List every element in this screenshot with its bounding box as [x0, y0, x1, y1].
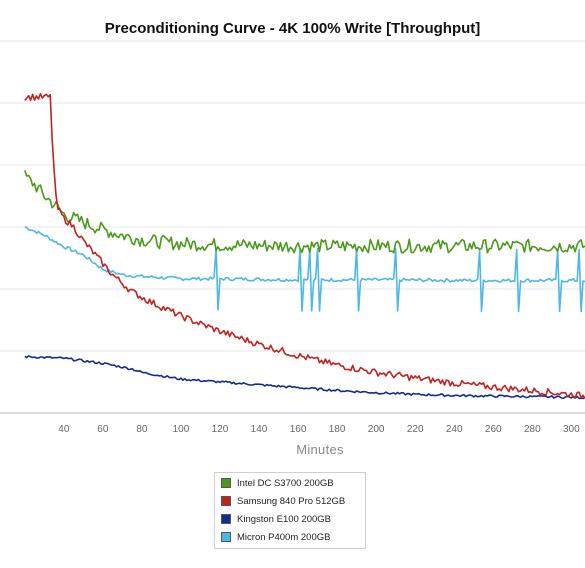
- x-tick-label: 260: [485, 424, 502, 435]
- series-line-micron-p400m-200gb: [24, 226, 585, 313]
- legend: Intel DC S3700 200GB Samsung 840 Pro 512G…: [214, 472, 366, 549]
- x-tick-label: 180: [329, 424, 346, 435]
- legend-swatch: [221, 478, 231, 488]
- legend-label: Kingston E100 200GB: [237, 513, 332, 525]
- x-tick-label: 160: [290, 424, 307, 435]
- legend-label: Intel DC S3700 200GB: [237, 477, 334, 489]
- legend-item: Kingston E100 200GB: [215, 510, 365, 528]
- series-line-samsung-840-pro-512gb: [24, 93, 585, 399]
- legend-label: Micron P400m 200GB: [237, 531, 331, 543]
- x-tick-label: 40: [58, 424, 70, 435]
- x-tick-label: 280: [524, 424, 541, 435]
- x-tick-label: 200: [368, 424, 385, 435]
- legend-swatch: [221, 496, 231, 506]
- x-tick-labels: 40 60 80 100 120 140 160 180 200 220 240 260 280 300: [58, 424, 580, 435]
- x-tick-label: 80: [136, 424, 148, 435]
- chart-title: Preconditioning Curve - 4K 100% Write [T…: [104, 20, 481, 37]
- x-tick-label: 240: [446, 424, 463, 435]
- x-tick-label: 220: [407, 424, 424, 435]
- gridlines: [0, 40, 585, 414]
- x-tick-label: 120: [212, 424, 229, 435]
- x-tick-label: 60: [97, 424, 109, 435]
- legend-item: Intel DC S3700 200GB: [215, 474, 365, 492]
- series-line-kingston-e100-200gb: [24, 355, 585, 400]
- legend-item: Micron P400m 200GB: [215, 528, 365, 546]
- legend-swatch: [221, 514, 231, 524]
- series-lines: [24, 93, 585, 400]
- x-axis-label: Minutes: [296, 442, 344, 457]
- series-line-intel-dc-s3700-200gb: [24, 170, 585, 254]
- legend-label: Samsung 840 Pro 512GB: [237, 495, 346, 507]
- legend-item: Samsung 840 Pro 512GB: [215, 492, 365, 510]
- legend-swatch: [221, 532, 231, 542]
- x-tick-label: 300: [563, 424, 580, 435]
- x-tick-label: 140: [251, 424, 268, 435]
- x-tick-label: 100: [173, 424, 190, 435]
